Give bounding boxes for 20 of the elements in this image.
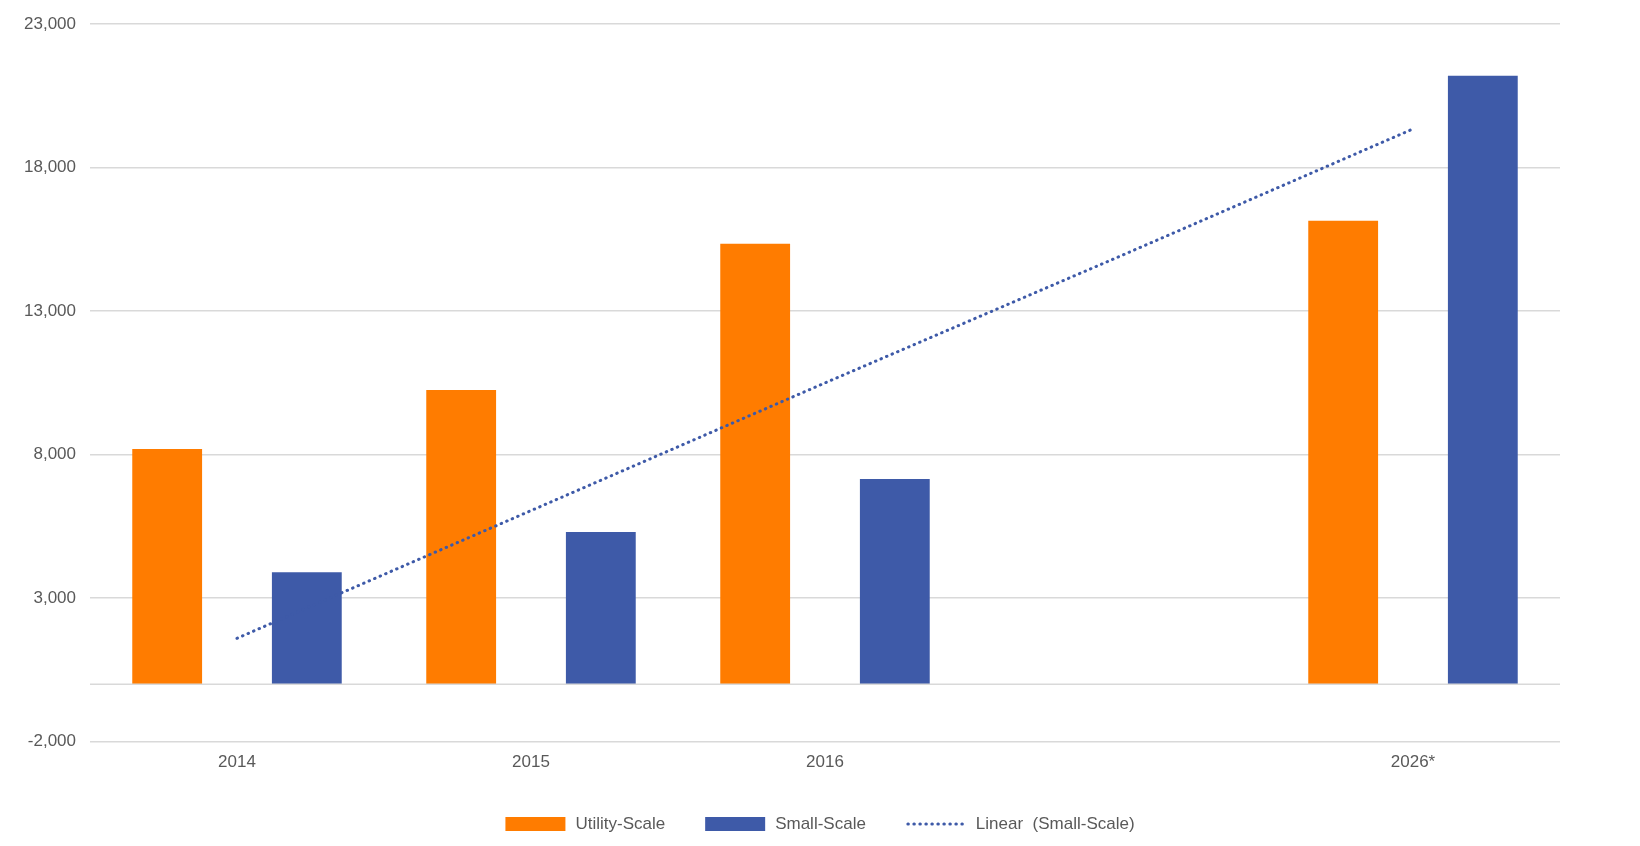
bar <box>1308 220 1379 685</box>
x-tick-label: 2015 <box>512 752 550 772</box>
y-tick-label: 23,000 <box>24 13 76 33</box>
y-tick-label: -2,000 <box>27 731 76 751</box>
bar <box>859 479 930 685</box>
y-tick-label: 3,000 <box>33 587 76 607</box>
bar <box>426 390 497 685</box>
y-tick-label: 8,000 <box>33 444 76 464</box>
y-tick-label: 13,000 <box>24 300 76 320</box>
x-tick-label: 2016 <box>806 752 844 772</box>
y-tick-label: 18,000 <box>24 157 76 177</box>
legend-label: Linear (Small-Scale) <box>975 813 1135 833</box>
legend-label: Utility-Scale <box>575 813 666 833</box>
legend-label: Small-Scale <box>775 813 866 833</box>
bar <box>565 532 636 685</box>
x-tick-label: 2026* <box>1390 752 1436 772</box>
bar <box>720 243 791 685</box>
bar <box>132 448 203 685</box>
bar <box>1447 75 1518 685</box>
x-tick-label: 2014 <box>218 752 256 772</box>
